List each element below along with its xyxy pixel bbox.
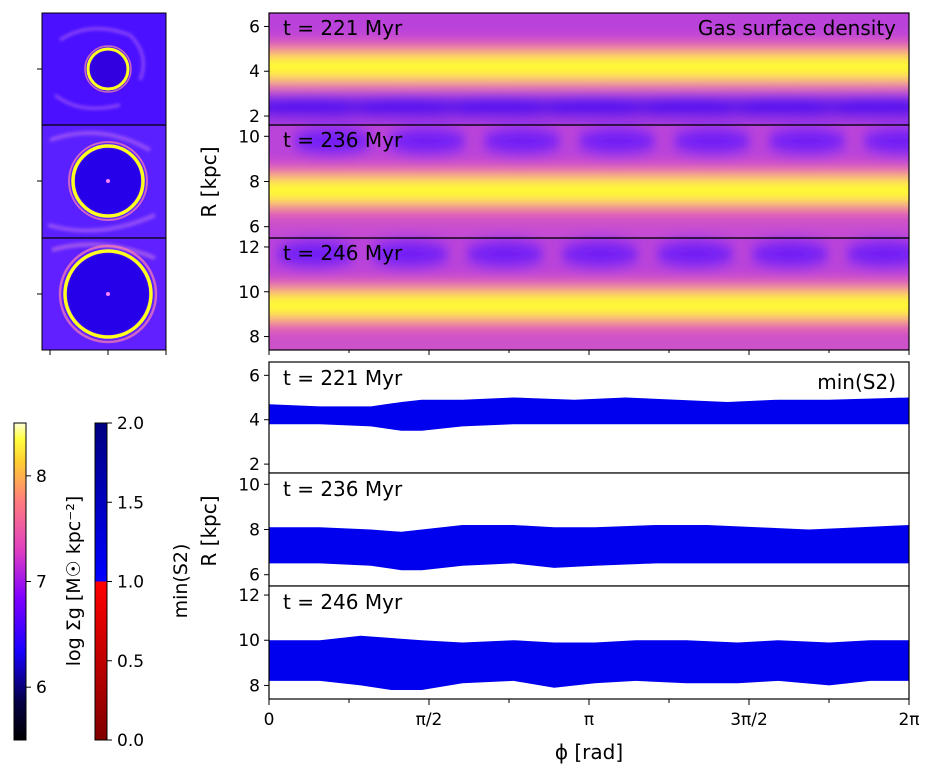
colorbar-s2-label: min(S2) [170, 544, 192, 619]
colorbar-gas-tick: 8 [36, 467, 47, 487]
time-label: t = 236 Myr [283, 477, 403, 501]
xtick-label: π [584, 710, 594, 730]
colorbar-gas-label: log Σg [M☉ kpc⁻²] [63, 496, 85, 667]
xlabel: ϕ [rad] [555, 740, 623, 764]
top-ytick-label: 10 [238, 127, 260, 147]
top-ytick-label: 2 [249, 107, 260, 127]
band-panel-0: 2 4 6 t = 221 Myr [249, 361, 910, 475]
band-panel-2: 8 10 12 t = 246 Myr [238, 585, 910, 700]
top-ytick-label: 8 [249, 328, 260, 348]
heatmap-panel-2 [269, 228, 909, 350]
colorbar-gas-tick: 6 [36, 678, 47, 698]
colorbar-s2-tick: 1.0 [117, 573, 144, 593]
colorbar-gas-tick: 7 [36, 573, 47, 593]
xtick-label: 0 [264, 710, 275, 730]
top-ytick-label: 8 [249, 173, 260, 193]
bottom-ytick-label: 2 [249, 455, 260, 475]
bottom-ytick-label: 4 [249, 411, 260, 431]
bottom-ylabel: R [kpc] [197, 495, 221, 566]
bottom-ytick-label: 10 [238, 475, 260, 495]
top-ytick-label: 10 [238, 283, 260, 303]
min-s2-panels: 2 4 6 t = 221 Myr 6 8 10 t = 236 Myr 8 10 12 t = 24… [238, 361, 920, 730]
colorbar-s2-tick: 1.5 [117, 493, 144, 513]
bottom-ytick-label: 6 [249, 366, 260, 386]
time-label: t = 236 Myr [283, 128, 403, 152]
xtick-label: 3π/2 [730, 710, 768, 730]
bottom-ytick-label: 12 [238, 586, 260, 606]
time-label: t = 246 Myr [283, 590, 403, 614]
time-label: t = 221 Myr [283, 16, 403, 40]
disk-thumbnails [37, 12, 167, 355]
colorbar-s2-tick: 0.5 [117, 652, 144, 672]
colorbar-s2-tick: 2.0 [117, 414, 144, 434]
heatmap-title: Gas surface density [698, 16, 896, 40]
gas-density-heatmap: 2 4 6 t = 221 Myr 6 8 10 t = 236 Myr 8 10 12 t = 24… [238, 12, 910, 355]
top-ylabel: R [kpc] [197, 146, 221, 217]
min-s2-band [269, 397, 909, 431]
disk-thumbnail-246 [42, 238, 166, 350]
time-label: t = 246 Myr [283, 241, 403, 265]
time-label: t = 221 Myr [283, 366, 403, 390]
min-s2-title: min(S2) [817, 370, 896, 394]
min-s2-band [269, 525, 909, 571]
disk-thumbnail-236 [42, 125, 166, 238]
min-s2-band [269, 635, 909, 690]
top-ytick-label: 4 [249, 62, 260, 82]
colorbar-s2: 0.0 0.5 1.0 1.5 2.0 min(S2) [94, 414, 192, 751]
xtick-label: 2π [898, 710, 919, 730]
top-ytick-label: 12 [238, 238, 260, 258]
top-ytick-label: 6 [249, 218, 260, 238]
colorbar-s2-tick: 0.0 [117, 731, 144, 751]
colorbar-gas: 6 7 8 log Σg [M☉ kpc⁻²] [13, 422, 85, 741]
bottom-ytick-label: 8 [249, 676, 260, 696]
band-panel-1: 6 8 10 t = 236 Myr [238, 472, 910, 587]
xtick-label: π/2 [416, 710, 443, 730]
bottom-ytick-label: 8 [249, 521, 260, 541]
bottom-ytick-label: 6 [249, 566, 260, 586]
top-ytick-label: 6 [249, 17, 260, 37]
disk-thumbnail-221 [42, 13, 166, 125]
bottom-ytick-label: 10 [238, 631, 260, 651]
